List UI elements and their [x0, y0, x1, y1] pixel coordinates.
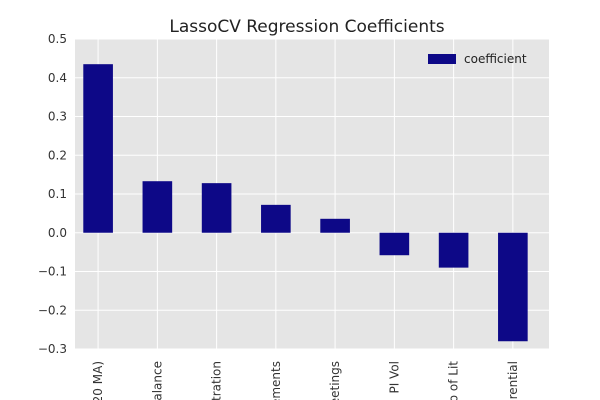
y-tick-label: −0.2 — [38, 303, 67, 317]
x-tick-label: tration — [210, 361, 224, 400]
y-tick-label: 0.3 — [48, 110, 67, 124]
y-axis: −0.3 −0.2 −0.1 0.0 0.1 0.2 0.3 0.4 0.5 — [38, 32, 67, 356]
x-tick-label: ements — [269, 361, 283, 400]
x-axis: 20 MA) alance tration ements eetings PI Vol o … — [91, 361, 520, 400]
bar — [142, 181, 173, 233]
y-tick-label: −0.1 — [38, 265, 67, 279]
bar — [438, 232, 469, 268]
bar — [498, 232, 528, 342]
y-tick-label: 0.0 — [48, 226, 67, 240]
bar — [320, 218, 350, 233]
x-tick-label: alance — [150, 361, 164, 400]
y-tick-label: 0.1 — [48, 187, 67, 201]
bar — [379, 232, 410, 256]
bars — [83, 64, 528, 342]
y-tick-label: 0.2 — [48, 148, 67, 162]
legend: coefficient — [428, 52, 527, 66]
x-tick-label: rential — [506, 361, 520, 399]
bar — [261, 204, 291, 233]
x-tick-label: o of Lit — [447, 361, 461, 400]
bar — [201, 183, 232, 233]
bar — [83, 64, 113, 233]
chart-title: LassoCV Regression Coefficients — [169, 17, 444, 37]
legend-swatch — [428, 54, 456, 64]
y-tick-label: −0.3 — [38, 342, 67, 356]
x-tick-label: 20 MA) — [91, 361, 105, 400]
x-tick-label: PI Vol — [387, 361, 401, 394]
y-tick-label: 0.5 — [48, 32, 67, 46]
legend-label: coefficient — [464, 52, 527, 66]
y-tick-label: 0.4 — [48, 71, 67, 85]
x-tick-label: eetings — [328, 361, 342, 400]
